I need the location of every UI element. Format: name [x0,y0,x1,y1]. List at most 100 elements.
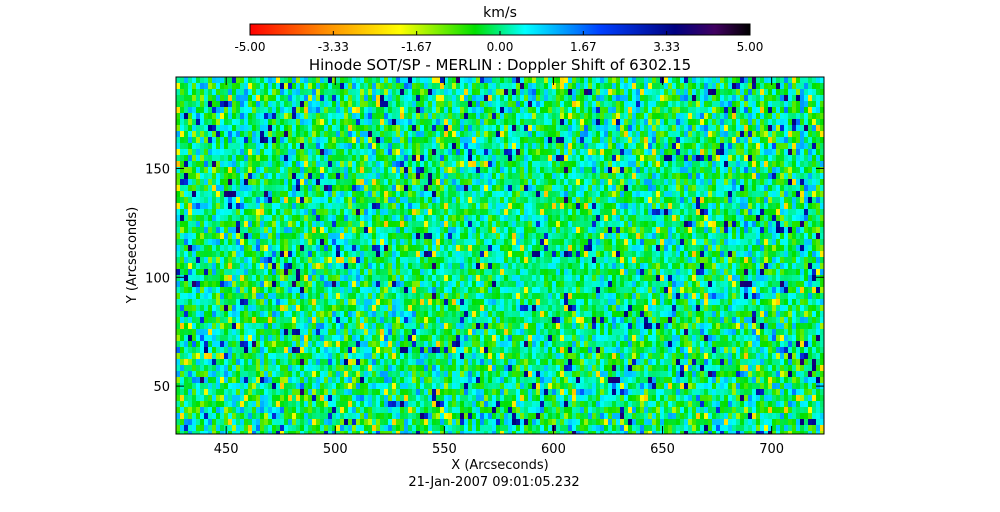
heatmap-cell [736,245,740,251]
heatmap-cell [208,77,212,83]
heatmap-cell [656,197,660,203]
heatmap-cell [720,185,724,191]
heatmap-cell [816,125,820,131]
heatmap-cell [204,173,208,179]
heatmap-cell [424,185,428,191]
heatmap-cell [704,233,708,239]
heatmap-cell [816,179,820,185]
heatmap-cell [628,221,632,227]
heatmap-cell [536,197,540,203]
heatmap-cell [196,101,200,107]
heatmap-cell [548,173,552,179]
heatmap-cell [684,95,688,101]
heatmap-cell [268,89,272,95]
heatmap-cell [652,143,656,149]
heatmap-cell [608,239,612,245]
heatmap-cell [812,83,816,89]
heatmap-cell [712,113,716,119]
heatmap-cell [552,245,556,251]
heatmap-cell [416,143,420,149]
heatmap-cell [648,233,652,239]
heatmap-cell [580,221,584,227]
heatmap-cell [200,137,204,143]
heatmap-cell [420,107,424,113]
heatmap-cell [484,125,488,131]
heatmap-cell [396,137,400,143]
heatmap-cell [456,239,460,245]
heatmap-cell [296,251,300,257]
heatmap-cell [432,167,436,173]
heatmap-cell [636,143,640,149]
heatmap-cell [352,161,356,167]
heatmap-cell [292,203,296,209]
heatmap-cell [424,239,428,245]
heatmap-cell [572,149,576,155]
heatmap-cell [640,83,644,89]
heatmap-cell [336,137,340,143]
heatmap-cell [752,113,756,119]
heatmap-cell [528,197,532,203]
heatmap-cell [552,101,556,107]
heatmap-cell [288,203,292,209]
heatmap-cell [276,257,280,263]
heatmap-cell [332,245,336,251]
heatmap-cell [272,233,276,239]
heatmap-cell [368,257,372,263]
heatmap-cell [644,179,648,185]
heatmap-cell [268,161,272,167]
heatmap-cell [268,173,272,179]
heatmap-cell [752,185,756,191]
heatmap-cell [756,155,760,161]
heatmap-cell [460,83,464,89]
heatmap-cell [728,197,732,203]
heatmap-cell [692,251,696,257]
heatmap-cell [440,131,444,137]
heatmap-cell [256,89,260,95]
heatmap-cell [748,203,752,209]
heatmap-cell [268,137,272,143]
heatmap-cell [680,77,684,83]
heatmap-cell [448,191,452,197]
heatmap-cell [368,155,372,161]
heatmap-cell [412,131,416,137]
heatmap-cell [524,83,528,89]
heatmap-cell [500,107,504,113]
heatmap-cell [412,179,416,185]
heatmap-cell [708,101,712,107]
heatmap-cell [600,149,604,155]
heatmap-cell [436,125,440,131]
heatmap-cell [416,83,420,89]
heatmap-cell [800,143,804,149]
heatmap-cell [300,161,304,167]
heatmap-cell [684,215,688,221]
heatmap-cell [800,197,804,203]
heatmap-cell [748,77,752,83]
heatmap-cell [656,161,660,167]
heatmap-cell [504,101,508,107]
heatmap-cell [476,191,480,197]
heatmap-cell [196,107,200,113]
heatmap-cell [372,191,376,197]
heatmap-cell [660,89,664,95]
heatmap-cell [492,179,496,185]
heatmap-cell [556,251,560,257]
heatmap-cell [224,221,228,227]
heatmap-cell [740,95,744,101]
heatmap-cell [620,143,624,149]
heatmap-cell [308,119,312,125]
heatmap-cell [540,221,544,227]
heatmap-cell [720,251,724,257]
heatmap-cell [272,227,276,233]
heatmap-cell [716,125,720,131]
heatmap-cell [408,167,412,173]
heatmap-cell [644,131,648,137]
heatmap-cell [512,119,516,125]
heatmap-cell [504,149,508,155]
heatmap-cell [684,137,688,143]
heatmap-cell [580,89,584,95]
heatmap-cell [204,161,208,167]
heatmap-cell [580,131,584,137]
heatmap-cell [404,185,408,191]
heatmap-cell [656,251,660,257]
heatmap-cell [572,113,576,119]
